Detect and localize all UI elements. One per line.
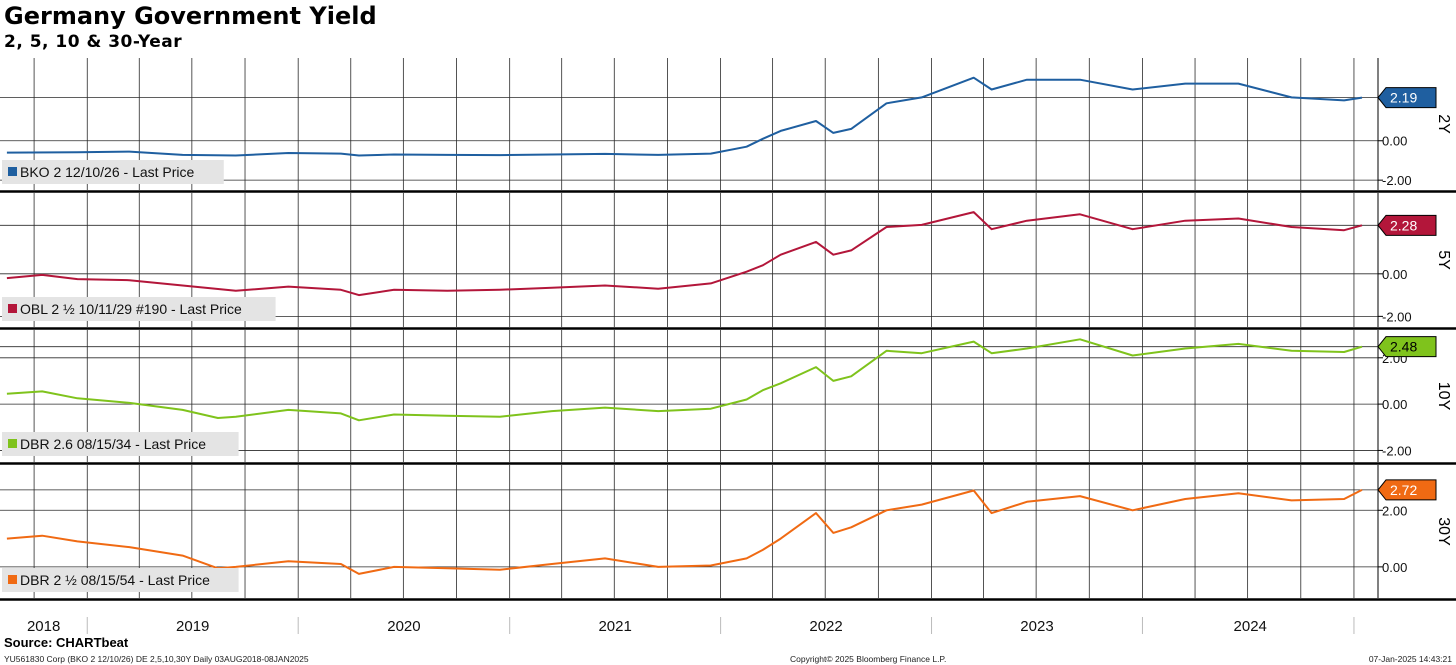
y-tick-label: -2.00 [1382, 173, 1412, 188]
series-line [6, 489, 1363, 575]
y-tick-label: 0.00 [1382, 560, 1407, 575]
y-tick-label: 0.00 [1382, 397, 1407, 412]
last-value-label: 2.28 [1390, 217, 1417, 233]
x-tick-label: 2022 [809, 618, 842, 635]
x-tick-label: 2023 [1020, 618, 1053, 635]
legend-bg [2, 160, 224, 184]
y-tick-label: 2.00 [1382, 503, 1407, 518]
legend: DBR 2 ½ 08/15/54 - Last Price [2, 568, 239, 592]
legend-label: DBR 2 ½ 08/15/54 - Last Price [20, 572, 210, 588]
legend-label: OBL 2 ½ 10/11/29 #190 - Last Price [20, 301, 242, 317]
x-tick-label: 2020 [387, 618, 420, 635]
last-value-tag: 2.19 [1377, 87, 1437, 109]
y-tick-label: -2.00 [1382, 309, 1412, 324]
panel-label: 2Y [1435, 114, 1452, 134]
chart-title: Germany Government Yield [4, 2, 377, 30]
legend-swatch [8, 575, 17, 584]
last-value-box [1377, 479, 1437, 501]
footer-security-info: YU561830 Corp (BKO 2 12/10/26) DE 2,5,10… [4, 654, 309, 664]
series-line [6, 76, 1363, 157]
source-note: Source: CHARTbeat [4, 635, 129, 650]
legend-bg [2, 432, 239, 456]
legend: OBL 2 ½ 10/11/29 #190 - Last Price [2, 297, 276, 321]
series-line [6, 338, 1363, 422]
legend-swatch [8, 304, 17, 313]
footer-timestamp: 07-Jan-2025 14:43:21 [1368, 654, 1452, 664]
y-tick-label: -2.00 [1382, 443, 1412, 458]
panel-label: 5Y [1435, 250, 1452, 270]
last-value-box [1377, 336, 1437, 358]
last-value-label: 2.48 [1390, 339, 1417, 355]
last-value-tag: 2.28 [1377, 214, 1437, 236]
legend-swatch [8, 439, 17, 448]
last-value-box [1377, 87, 1437, 109]
last-value-tag: 2.48 [1377, 336, 1437, 358]
y-tick-label: 0.00 [1382, 267, 1407, 282]
last-value-label: 2.19 [1390, 90, 1417, 106]
legend-swatch [8, 167, 17, 176]
x-tick-label: 2018 [27, 618, 60, 635]
y-tick-label: 0.00 [1382, 134, 1407, 149]
x-tick-label: 2024 [1234, 618, 1267, 635]
last-value-label: 2.72 [1390, 482, 1417, 498]
legend-bg [2, 568, 239, 592]
x-tick-label: 2021 [598, 618, 631, 635]
legend-label: DBR 2.6 08/15/34 - Last Price [20, 436, 206, 452]
legend-label: BKO 2 12/10/26 - Last Price [20, 164, 195, 180]
legend-bg [2, 297, 276, 321]
panel-label: 10Y [1435, 382, 1452, 411]
yield-chart: 0.00 -2.00 2.19 2Y BKO 2 12/10/26 - Last Pri… [0, 58, 1456, 635]
legend: BKO 2 12/10/26 - Last Price [2, 160, 224, 184]
legend: DBR 2.6 08/15/34 - Last Price [2, 432, 239, 456]
last-value-tag: 2.72 [1377, 479, 1437, 501]
panel-label: 30Y [1435, 517, 1452, 546]
series-line [6, 211, 1363, 297]
last-value-box [1377, 214, 1437, 236]
x-tick-label: 2019 [176, 618, 209, 635]
footer-copyright: Copyright© 2025 Bloomberg Finance L.P. [790, 654, 947, 664]
chart-subtitle: 2, 5, 10 & 30-Year [4, 32, 183, 52]
